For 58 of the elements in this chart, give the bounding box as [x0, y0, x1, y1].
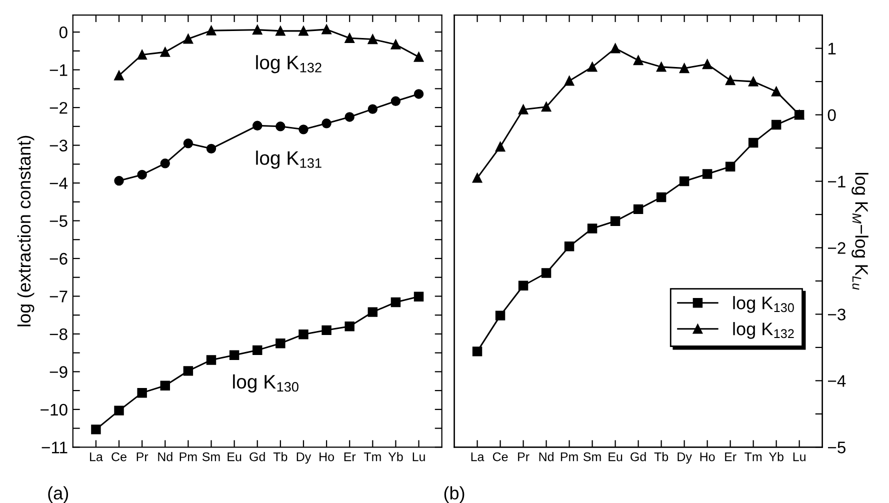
y-tick-label: −3 [50, 140, 68, 152]
x-tick-label: Dy [296, 452, 312, 464]
y2-tick-label: −5 [828, 442, 846, 454]
x-tick-label: Er [725, 452, 736, 462]
legend-label: log K$_{130}$ [733, 296, 794, 313]
x-tick-label: Tb [273, 452, 288, 462]
y-tick-label: 0 [59, 26, 68, 38]
y-tick-label: −7 [50, 290, 68, 302]
y2-tick-label: 0 [828, 109, 836, 122]
x-tick-label: Eu [228, 452, 242, 462]
x-tick-label: Sm [583, 452, 601, 462]
x-tick-label: Pm [560, 452, 578, 462]
y-tick-label: −2 [50, 102, 68, 114]
legend-label: log K$_{132}$ [733, 322, 794, 339]
x-tick-label: Lu [412, 452, 425, 462]
x-tick-label: Ho [700, 452, 715, 462]
x-tick-label: Tb [654, 452, 668, 462]
text: (b) [444, 486, 464, 503]
x-tick-label: Er [344, 452, 356, 462]
y-tick-label: −11 [42, 442, 68, 454]
y2-axis-title: log K$_{M}$−log K$_{Lu}$ [852, 172, 868, 290]
y-axis-title: log (extraction constant) [17, 136, 34, 326]
x-tick-label: Pr [136, 452, 148, 462]
y-tick-label: −10 [40, 404, 68, 416]
y2-tick-label: −4 [828, 375, 846, 387]
series-label: log K$_{132}$ [256, 55, 322, 74]
x-tick-label: Eu [608, 452, 622, 462]
x-tick-label: Tm [744, 452, 762, 462]
y2-tick-label: −2 [828, 242, 846, 254]
x-tick-label: Yb [768, 452, 784, 462]
x-tick-label: Nd [539, 452, 554, 462]
x-tick-label: La [90, 452, 103, 462]
x-tick-label: Yb [388, 452, 403, 462]
y-tick-label: −8 [50, 328, 68, 340]
x-tick-label: Ho [320, 452, 334, 462]
x-tick-label: Lu [793, 452, 806, 462]
x-tick-label: Ce [112, 452, 126, 462]
series-label: log K$_{130}$ [233, 374, 298, 393]
x-tick-label: Gd [250, 452, 265, 462]
y2-tick-label: −3 [828, 308, 846, 320]
x-tick-label: Sm [202, 452, 220, 462]
x-tick-label: Nd [158, 452, 172, 462]
y-tick-label: −5 [50, 215, 68, 227]
y-tick-label: −9 [50, 366, 68, 378]
x-tick-label: Gd [630, 452, 646, 462]
text: (a) [48, 486, 68, 503]
x-tick-label: Dy [678, 452, 692, 464]
series-label: log K$_{131}$ [256, 150, 322, 169]
x-tick-label: La [471, 452, 484, 462]
y-tick-label: −6 [50, 252, 68, 265]
y2-tick-label: −1 [828, 176, 846, 188]
x-tick-label: Tm [364, 452, 381, 462]
y2-tick-label: 1 [828, 42, 836, 54]
y-tick-label: −4 [50, 178, 68, 190]
x-tick-label: Pm [180, 452, 197, 462]
y-tick-label: −1 [50, 64, 68, 76]
x-tick-label: Pr [518, 452, 530, 462]
x-tick-label: Ce [492, 452, 508, 462]
